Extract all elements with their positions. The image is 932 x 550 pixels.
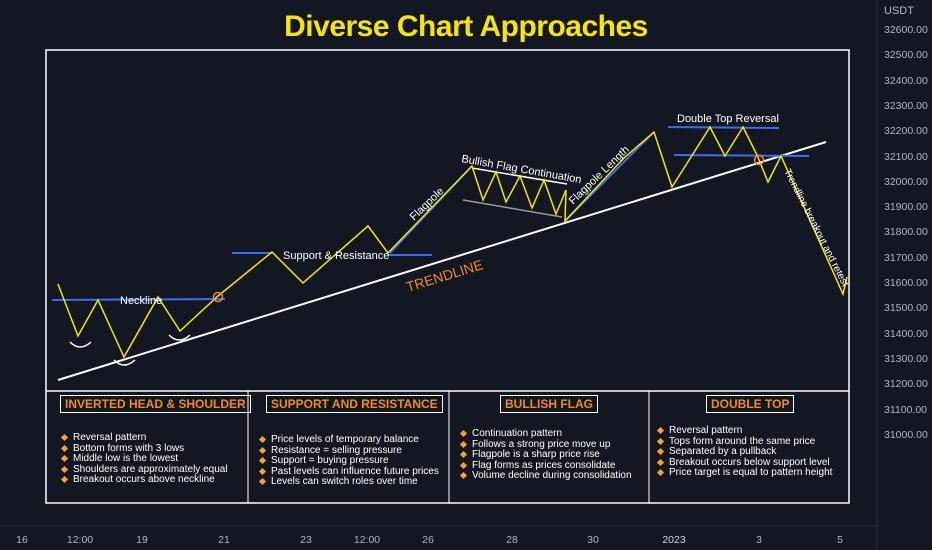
price-tick-label: 31600.00 <box>884 277 928 289</box>
list-item: Reversal pattern <box>61 432 228 444</box>
trendline-breakout-label: Trendline breakout and retest <box>781 167 850 288</box>
price-tick-label: 31000.00 <box>884 428 928 441</box>
price-tick-label: 31700.00 <box>884 251 928 264</box>
price-tick-label: 31500.00 <box>884 302 928 315</box>
head-arc <box>113 359 136 366</box>
list-item: Levels can switch roles over time <box>259 476 439 488</box>
panel-list-double-top: Reversal pattern Tops form around the sa… <box>657 425 832 479</box>
time-tick-label: 23 <box>300 534 312 546</box>
time-tick-label: 26 <box>422 534 434 546</box>
double-top-level <box>667 126 780 129</box>
neckline-label: Neckline <box>120 295 162 307</box>
time-tick-label: 28 <box>506 534 518 546</box>
panel-title-bullish-flag: BULLISH FLAG <box>500 395 598 413</box>
price-tick-label: 32200.00 <box>884 125 928 138</box>
time-tick-label: 2023 <box>662 534 686 546</box>
list-item: Price target is equal to pattern height <box>657 467 832 479</box>
panel-title-double-top: DOUBLE TOP <box>706 395 795 413</box>
panel-list-inverted-head-shoulder: Reversal pattern Bottom forms with 3 low… <box>61 432 228 486</box>
list-item: Flagpole is a sharp price rise <box>460 449 632 461</box>
time-tick-label: 19 <box>136 534 148 546</box>
double-top-support <box>673 154 810 157</box>
price-tick-label: 32400.00 <box>884 74 928 87</box>
trendline <box>57 141 827 381</box>
price-tick-label: 31900.00 <box>884 201 928 214</box>
price-tick-label: 31800.00 <box>884 226 928 239</box>
list-item: Flag forms as prices consolidate <box>460 460 632 472</box>
price-tick-label: 32000.00 <box>884 175 928 188</box>
list-item: Price levels of temporary balance <box>259 434 439 446</box>
currency-label: USDT <box>884 5 914 17</box>
list-item: Bottom forms with 3 lows <box>61 443 228 455</box>
panel-list-support-resistance: Price levels of temporary balance Resist… <box>259 434 439 488</box>
list-item: Volume decline during consolidation <box>460 470 632 482</box>
list-item: Middle low is the lowest <box>61 453 228 465</box>
price-tick-label: 31300.00 <box>884 352 928 365</box>
time-tick-label: 30 <box>587 534 599 546</box>
right-shoulder-arc <box>168 334 191 341</box>
list-item: Separated by a pullback <box>657 446 832 458</box>
list-item: Past levels can influence future prices <box>259 466 439 478</box>
time-tick-label: 21 <box>218 534 230 546</box>
trendline-label: TRENDLINE <box>404 256 485 295</box>
support-resistance-label: Support & Resistance <box>283 250 389 262</box>
list-item: Continuation pattern <box>460 428 632 440</box>
chart-frame <box>45 49 850 504</box>
neckline-breakout-marker <box>212 291 224 303</box>
list-item: Resistance = selling pressure <box>259 445 439 457</box>
price-tick-label: 32300.00 <box>884 99 928 112</box>
list-item: Follows a strong price move up <box>460 439 632 451</box>
double-top-label: Double Top Reversal <box>677 113 779 125</box>
price-tick-label: 32600.00 <box>884 24 928 36</box>
panel-title-support-resistance: SUPPORT AND RESISTANCE <box>266 395 443 413</box>
time-tick-label: 5 <box>837 534 843 546</box>
list-item: Breakout occurs below support level <box>657 457 832 469</box>
list-item: Reversal pattern <box>657 425 832 437</box>
list-item: Tops form around the same price <box>657 436 832 448</box>
time-tick-label: 3 <box>756 534 762 546</box>
flag-lower-line <box>462 199 563 218</box>
trendline-breakout-marker <box>753 154 765 166</box>
time-tick-label: 12:00 <box>66 534 94 546</box>
list-item: Breakout occurs above neckline <box>61 474 228 486</box>
list-item: Shoulders are approximately equal <box>61 464 228 476</box>
flagpole-label: Flagpole <box>408 185 447 223</box>
price-tick-label: 31400.00 <box>884 327 928 340</box>
chart-title: Diverse Chart Approaches <box>284 10 648 43</box>
time-tick-label: 16 <box>16 534 28 546</box>
time-tick-label: 12:00 <box>353 534 381 546</box>
price-line <box>57 125 848 359</box>
panel-list-bullish-flag: Continuation pattern Follows a strong pr… <box>460 428 632 482</box>
price-tick-label: 32100.00 <box>884 150 928 163</box>
list-item: Support = buying pressure <box>259 455 439 467</box>
panel-title-inverted-head-shoulder: INVERTED HEAD & SHOULDER <box>60 395 251 413</box>
price-tick-label: 31100.00 <box>884 403 928 416</box>
price-tick-label: 32500.00 <box>884 49 928 62</box>
price-tick-label: 31200.00 <box>884 378 928 391</box>
neckline-level <box>51 298 226 301</box>
left-shoulder-arc <box>69 341 92 348</box>
